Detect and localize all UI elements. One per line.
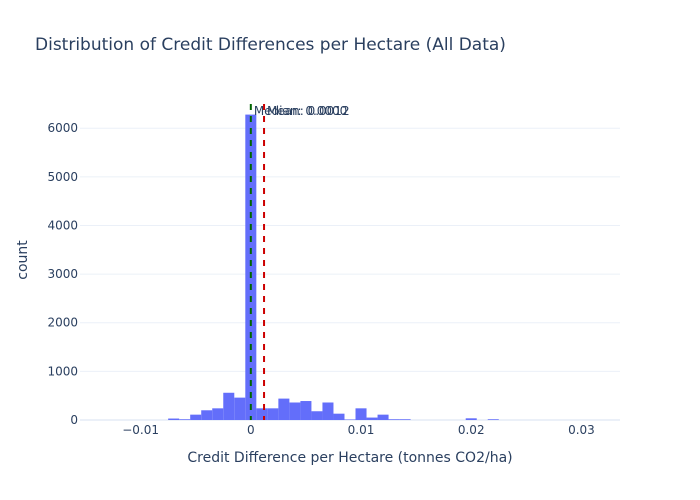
y-tick-label: 4000 xyxy=(47,218,78,232)
x-tick-label: 0.01 xyxy=(348,423,375,437)
x-axis-title: Credit Difference per Hectare (tonnes CO… xyxy=(187,450,512,466)
histogram-bar xyxy=(201,410,213,420)
histogram-bar xyxy=(487,419,499,420)
histogram-bar xyxy=(190,414,202,420)
histogram-bar xyxy=(212,408,224,420)
histogram-bars xyxy=(168,114,499,421)
histogram-bar xyxy=(377,414,389,420)
histogram-bar xyxy=(245,114,257,421)
histogram-bar xyxy=(300,401,312,420)
histogram-bar xyxy=(234,397,246,420)
y-tick-label: 3000 xyxy=(47,267,78,281)
median-annotation: Median: 0.0000 xyxy=(254,104,348,118)
histogram-bar xyxy=(179,419,191,420)
gridlines xyxy=(80,127,620,421)
histogram-bar xyxy=(267,408,279,420)
y-tick-label: 0 xyxy=(70,413,78,427)
y-tick-label: 6000 xyxy=(47,121,78,135)
chart-title: Distribution of Credit Differences per H… xyxy=(35,35,506,55)
histogram-bar xyxy=(223,392,235,420)
histogram-bar xyxy=(399,419,411,420)
x-tick-label: −0.01 xyxy=(122,423,159,437)
x-tick-label: 0 xyxy=(247,423,255,437)
y-tick-label: 2000 xyxy=(47,316,78,330)
x-axis-ticks: −0.01 0 0.01 0.02 0.03 xyxy=(122,423,595,437)
x-tick-label: 0.03 xyxy=(568,423,595,437)
histogram-bar xyxy=(333,413,345,420)
y-tick-label: 1000 xyxy=(47,364,78,378)
y-tick-label: 5000 xyxy=(47,170,78,184)
y-axis-ticks: 0 1000 2000 3000 4000 5000 6000 xyxy=(47,121,78,427)
histogram-bar xyxy=(366,417,378,420)
histogram-bar xyxy=(289,402,301,420)
x-tick-label: 0.02 xyxy=(458,423,485,437)
histogram-bar xyxy=(388,419,400,420)
histogram-bar xyxy=(465,418,477,420)
histogram-bar xyxy=(322,402,334,420)
mean-annotation: Mean: 0.0012 xyxy=(267,104,350,118)
histogram-bar xyxy=(256,408,268,420)
y-axis-title: count xyxy=(15,240,31,280)
histogram-bar xyxy=(355,408,367,420)
histogram-bar xyxy=(168,418,180,420)
histogram-bar xyxy=(311,411,323,420)
histogram-bar xyxy=(278,398,290,420)
